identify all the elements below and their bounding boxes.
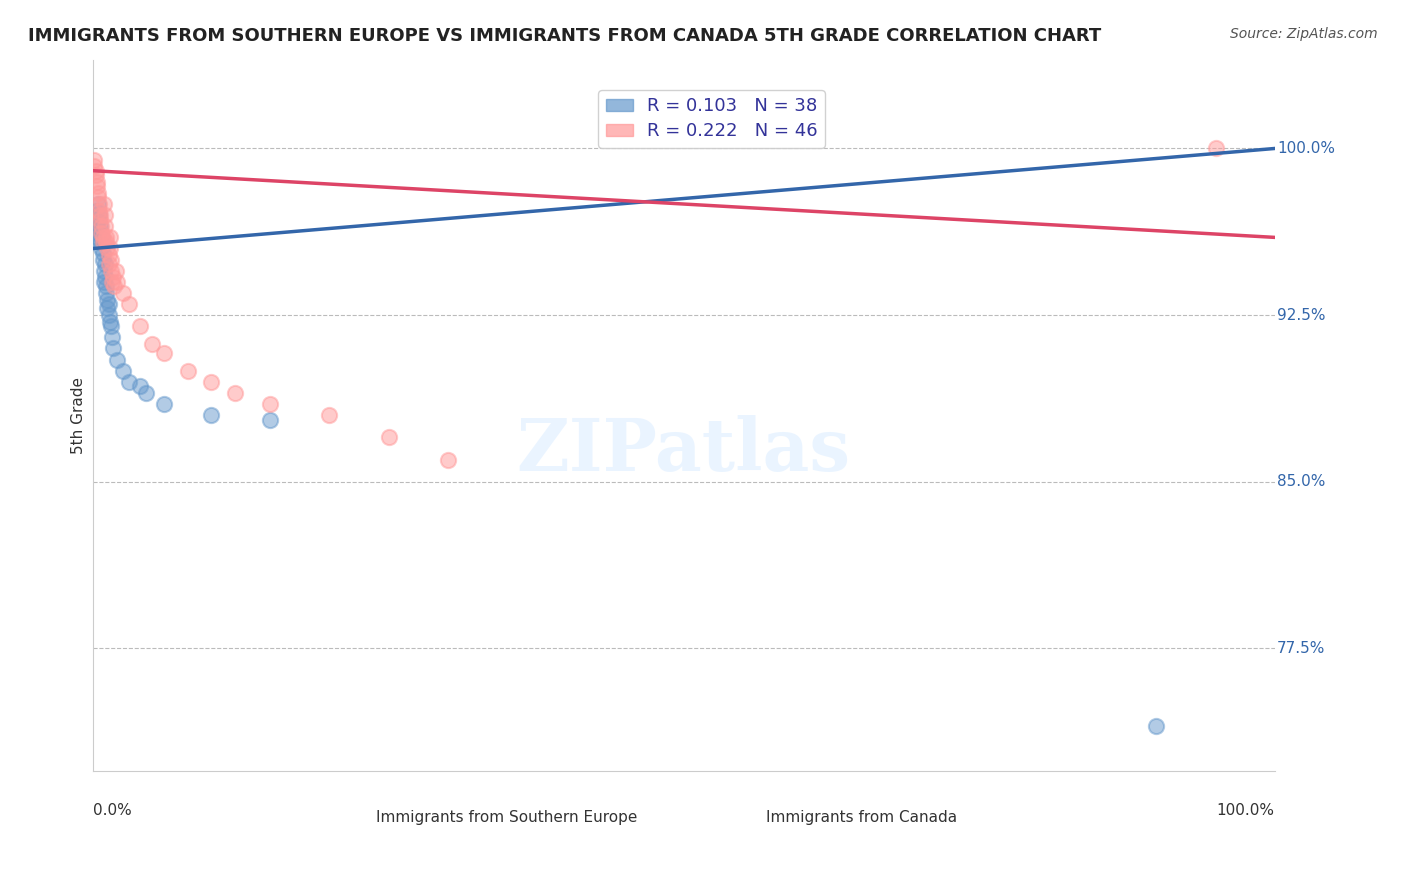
Point [117, 297, 139, 311]
Point [89, 208, 111, 222]
Point [96, 235, 118, 249]
Point [87, 203, 110, 218]
Point [97, 297, 120, 311]
Text: 0.0%: 0.0% [93, 803, 132, 818]
Point [87, 212, 110, 227]
Point [1146, 719, 1168, 733]
Point [97, 308, 120, 322]
Point [377, 430, 399, 444]
Point [153, 397, 176, 411]
Point [1205, 141, 1227, 155]
Point [101, 330, 124, 344]
Point [83, 159, 105, 173]
Point [94, 257, 117, 271]
Point [105, 352, 128, 367]
Text: 77.5%: 77.5% [1277, 641, 1326, 656]
Point [90, 226, 112, 240]
Point [93, 275, 115, 289]
Point [96, 230, 118, 244]
Point [89, 235, 111, 249]
Point [90, 242, 112, 256]
Point [100, 263, 122, 277]
FancyBboxPatch shape [702, 806, 737, 824]
Point [176, 364, 198, 378]
Point [436, 452, 458, 467]
Point [87, 186, 110, 200]
Point [103, 342, 125, 356]
Point [89, 212, 111, 227]
Point [100, 319, 122, 334]
FancyBboxPatch shape [347, 806, 382, 824]
Text: ZIPatlas: ZIPatlas [517, 415, 851, 486]
Point [141, 337, 163, 351]
Point [91, 246, 114, 260]
Point [111, 285, 134, 300]
Point [97, 257, 120, 271]
Text: Immigrants from Canada: Immigrants from Canada [765, 810, 956, 825]
Point [86, 230, 108, 244]
Point [103, 270, 125, 285]
Point [318, 408, 340, 422]
Point [97, 248, 120, 262]
Point [103, 279, 125, 293]
Point [90, 230, 112, 244]
Point [98, 230, 121, 244]
Text: 85.0%: 85.0% [1277, 475, 1326, 490]
Legend: R = 0.103   N = 38, R = 0.222   N = 46: R = 0.103 N = 38, R = 0.222 N = 46 [599, 90, 825, 148]
Point [93, 197, 115, 211]
Point [100, 252, 122, 267]
Point [84, 203, 107, 218]
Point [98, 315, 121, 329]
Point [86, 219, 108, 234]
Point [224, 386, 246, 401]
Point [111, 364, 134, 378]
Text: Immigrants from Southern Europe: Immigrants from Southern Europe [375, 810, 637, 825]
Point [105, 275, 128, 289]
Point [90, 219, 112, 234]
Point [89, 219, 111, 234]
Point [84, 212, 107, 227]
Point [94, 270, 117, 285]
Point [91, 252, 114, 267]
Point [135, 386, 157, 401]
Point [129, 319, 152, 334]
Point [87, 197, 110, 211]
Point [91, 235, 114, 249]
Point [259, 397, 281, 411]
Point [101, 275, 124, 289]
Text: 100.0%: 100.0% [1277, 141, 1334, 156]
Y-axis label: 5th Grade: 5th Grade [72, 376, 86, 454]
Point [83, 153, 105, 167]
Point [83, 208, 105, 222]
Point [87, 224, 110, 238]
Point [86, 175, 108, 189]
Point [129, 379, 152, 393]
Point [153, 346, 176, 360]
Point [104, 263, 127, 277]
Point [200, 408, 222, 422]
Point [96, 279, 118, 293]
Point [200, 375, 222, 389]
Text: IMMIGRANTS FROM SOUTHERN EUROPE VS IMMIGRANTS FROM CANADA 5TH GRADE CORRELATION : IMMIGRANTS FROM SOUTHERN EUROPE VS IMMIG… [28, 27, 1101, 45]
Point [96, 285, 118, 300]
Point [259, 412, 281, 426]
Point [87, 197, 110, 211]
Point [91, 230, 114, 244]
Point [84, 168, 107, 182]
Point [96, 301, 118, 316]
Point [96, 242, 118, 256]
Point [87, 190, 110, 204]
Text: 100.0%: 100.0% [1216, 803, 1275, 818]
Point [117, 375, 139, 389]
Point [98, 242, 121, 256]
Point [96, 293, 118, 307]
Text: Source: ZipAtlas.com: Source: ZipAtlas.com [1230, 27, 1378, 41]
Point [86, 179, 108, 194]
Point [84, 163, 107, 178]
Text: 92.5%: 92.5% [1277, 308, 1326, 323]
Point [87, 208, 110, 222]
Point [93, 263, 115, 277]
Point [94, 208, 117, 222]
Point [94, 219, 117, 234]
